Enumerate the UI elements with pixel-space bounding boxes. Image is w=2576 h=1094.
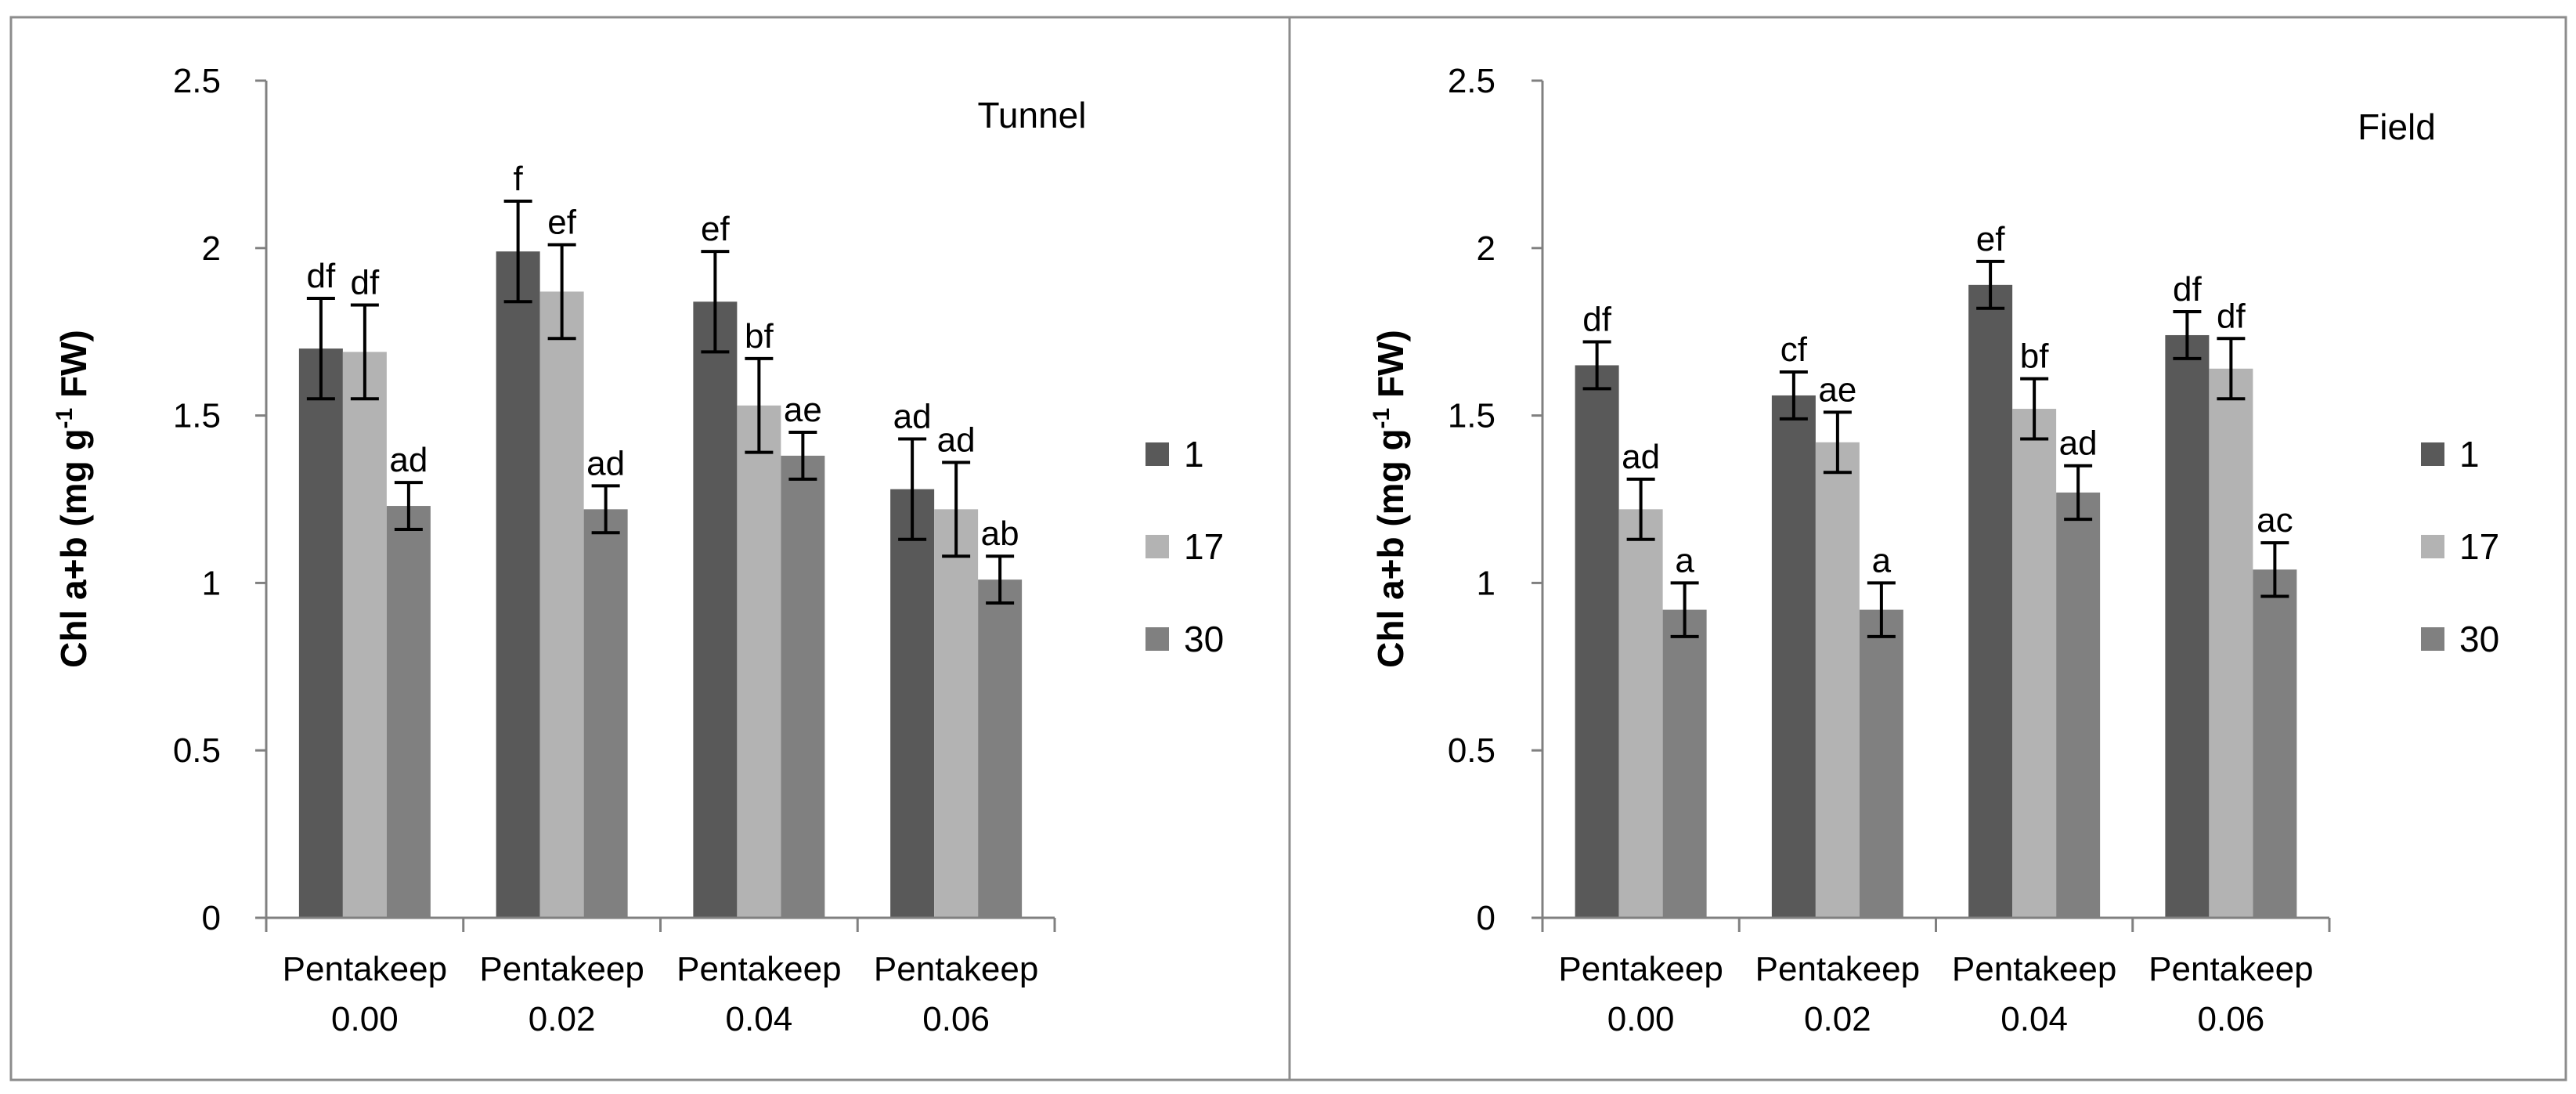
significance-letter-series-1-cat-2: ef (701, 210, 730, 248)
bar-series-1-cat-2 (1968, 284, 2013, 918)
significance-letter-series-1-cat-0: df (1582, 301, 1611, 339)
x-category-label-line2-3: 0.06 (922, 1000, 990, 1038)
bar-series-17-cat-3 (934, 509, 979, 918)
y-tick-label-2.5: 2.5 (173, 62, 221, 100)
significance-letter-series-1-cat-3: ad (893, 398, 932, 436)
significance-letter-series-17-cat-1: ae (1818, 370, 1856, 409)
y-tick-label-0.5: 0.5 (1448, 731, 1495, 770)
chart-title: Field (2358, 107, 2436, 147)
legend-swatch-17 (2421, 535, 2444, 558)
bar-series-30-cat-0 (1662, 609, 1707, 918)
legend-swatch-30 (1145, 627, 1169, 651)
significance-letter-series-17-cat-2: bf (2020, 338, 2049, 376)
y-tick-label-0: 0 (1477, 899, 1495, 937)
legend-label-1: 1 (1184, 434, 1204, 475)
bar-series-1-cat-0 (298, 348, 343, 919)
x-category-label-line1-1: Pentakeep (479, 950, 644, 988)
bar-series-17-cat-0 (1618, 509, 1663, 918)
y-tick-label-1.5: 1.5 (173, 397, 221, 435)
significance-letter-series-1-cat-0: df (307, 257, 336, 295)
legend-swatch-1 (1145, 442, 1169, 466)
y-tick-label-2: 2 (202, 229, 221, 268)
y-tick-label-0.5: 0.5 (173, 731, 221, 770)
bar-series-1-cat-0 (1575, 365, 1619, 919)
legend-swatch-1 (2421, 442, 2444, 466)
significance-letter-series-30-cat-2: ad (2059, 424, 2098, 463)
bar-series-30-cat-2 (781, 455, 825, 918)
bar-series-30-cat-3 (978, 579, 1023, 918)
significance-letter-series-17-cat-3: ad (937, 421, 976, 459)
significance-letter-series-30-cat-0: ad (389, 441, 428, 479)
significance-letter-series-30-cat-3: ac (2257, 501, 2293, 540)
x-category-label-line2-3: 0.06 (2198, 1000, 2265, 1038)
bar-series-1-cat-1 (496, 251, 540, 918)
legend-swatch-30 (2421, 627, 2444, 651)
bar-series-17-cat-1 (1815, 442, 1860, 918)
y-tick-label-2.5: 2.5 (1448, 62, 1495, 100)
x-category-label-line2-0: 0.00 (331, 1000, 399, 1038)
bar-series-30-cat-1 (1859, 609, 1903, 918)
legend-label-17: 17 (1184, 526, 1224, 567)
legend-label-1: 1 (2459, 434, 2480, 475)
significance-letter-series-30-cat-0: a (1675, 541, 1694, 579)
x-category-label-line2-0: 0.00 (1607, 1000, 1675, 1038)
y-tick-label-2: 2 (1477, 229, 1495, 268)
x-category-label-line1-1: Pentakeep (1755, 950, 1920, 988)
bar-series-17-cat-2 (2012, 409, 2057, 918)
x-category-label-line1-0: Pentakeep (283, 950, 447, 988)
bar-series-1-cat-3 (890, 489, 935, 918)
chart-field: df cf ef df ad ae bf df a a ad ac 0 0.5 1 1.5 2 2.5 Pentak… (1369, 62, 2499, 1038)
y-tick-label-1.5: 1.5 (1448, 397, 1495, 435)
significance-letter-series-17-cat-0: df (351, 263, 380, 301)
y-axis-label: Chl a+b (mg g-1 FW) (1369, 330, 1411, 668)
x-category-label-line1-2: Pentakeep (676, 950, 841, 988)
bar-series-17-cat-2 (737, 405, 781, 918)
chart-title: Tunnel (978, 95, 1087, 135)
bar-series-1-cat-2 (693, 301, 738, 918)
significance-letter-series-17-cat-1: ef (547, 204, 576, 242)
legend-label-30: 30 (1184, 619, 1224, 659)
x-category-label-line1-0: Pentakeep (1558, 950, 1723, 988)
bar-series-17-cat-1 (539, 291, 584, 918)
bar-series-30-cat-2 (2056, 492, 2101, 918)
significance-letter-series-1-cat-1: cf (1780, 330, 1808, 369)
bar-series-30-cat-3 (2253, 569, 2297, 918)
y-tick-label-0: 0 (202, 899, 221, 937)
bar-series-17-cat-3 (2209, 368, 2253, 919)
bar-series-30-cat-0 (386, 506, 431, 918)
significance-letter-series-30-cat-3: ab (981, 515, 1019, 553)
x-category-label-line1-3: Pentakeep (2148, 950, 2313, 988)
significance-letter-series-17-cat-0: ad (1622, 438, 1660, 476)
significance-letter-series-30-cat-1: a (1872, 541, 1892, 579)
bar-series-17-cat-0 (342, 352, 387, 919)
significance-letter-series-1-cat-2: ef (1976, 220, 2005, 258)
y-axis-label: Chl a+b (mg g-1 FW) (52, 330, 94, 668)
x-category-label-line1-3: Pentakeep (874, 950, 1038, 988)
significance-letter-series-17-cat-3: df (2217, 297, 2246, 335)
x-category-label-line1-2: Pentakeep (1952, 950, 2116, 988)
x-category-label-line2-2: 0.04 (726, 1000, 793, 1038)
bar-series-1-cat-3 (2165, 334, 2210, 918)
bar-series-1-cat-1 (1771, 395, 1816, 919)
x-category-label-line2-2: 0.04 (2001, 1000, 2068, 1038)
x-category-label-line2-1: 0.02 (1804, 1000, 1871, 1038)
y-tick-label-1: 1 (1477, 564, 1495, 602)
panel-border-field (1288, 16, 2567, 1081)
significance-letter-series-30-cat-2: ae (784, 391, 822, 429)
legend-label-30: 30 (2459, 619, 2499, 659)
y-tick-label-1: 1 (202, 564, 221, 602)
bar-series-30-cat-1 (583, 509, 628, 918)
significance-letter-series-1-cat-3: df (2173, 270, 2202, 309)
x-category-label-line2-1: 0.02 (529, 1000, 596, 1038)
significance-letter-series-30-cat-1: ad (586, 444, 625, 482)
significance-letter-series-1-cat-1: f (514, 160, 524, 198)
legend-label-17: 17 (2459, 526, 2499, 567)
legend-swatch-17 (1145, 535, 1169, 558)
significance-letter-series-17-cat-2: bf (745, 317, 774, 356)
